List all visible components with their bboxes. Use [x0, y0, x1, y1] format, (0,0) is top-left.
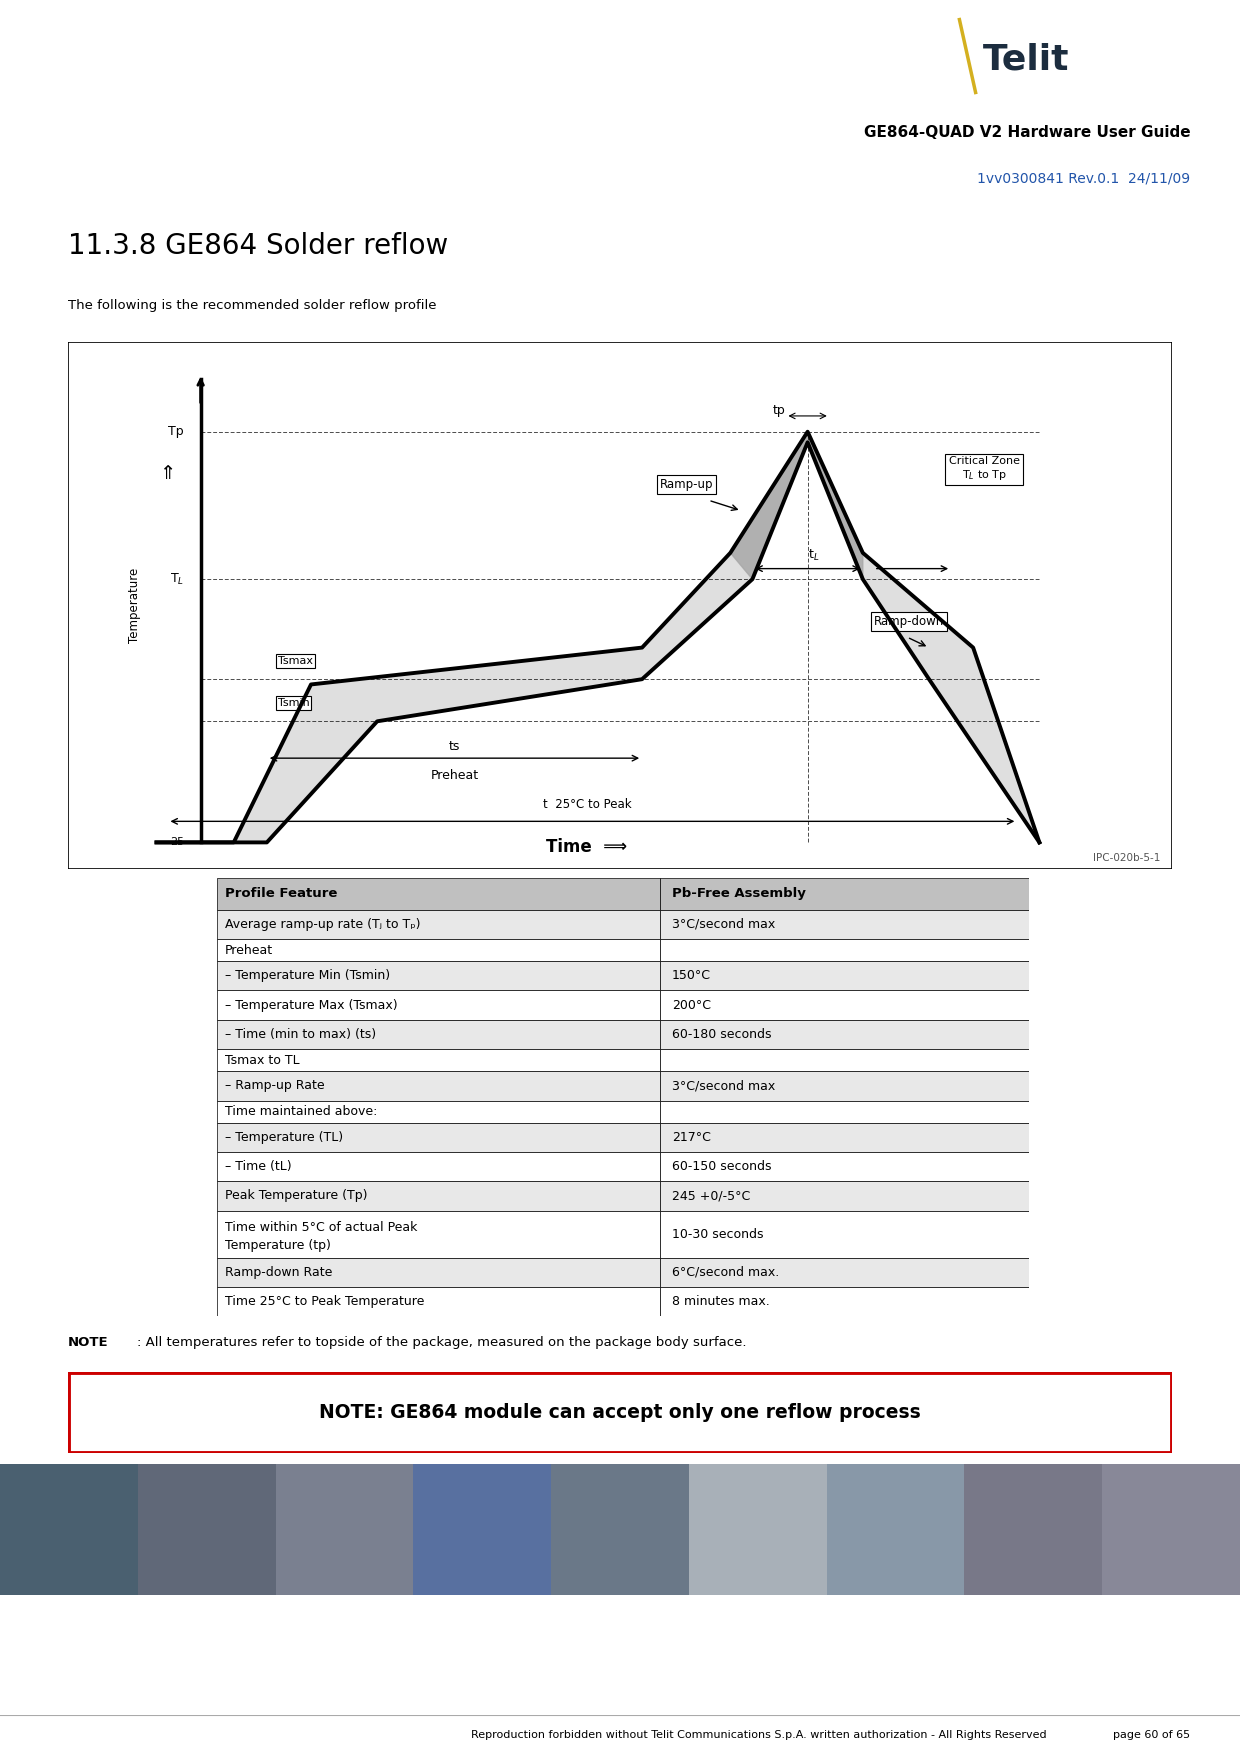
Text: Preheat: Preheat — [226, 944, 273, 956]
Text: Time within 5°C of actual Peak: Time within 5°C of actual Peak — [226, 1220, 418, 1234]
Bar — [0, 1464, 138, 1595]
Bar — [217, 878, 660, 909]
Text: The following is the recommended solder reflow profile: The following is the recommended solder … — [68, 298, 436, 312]
Text: 150°C: 150°C — [672, 969, 711, 983]
Bar — [217, 939, 660, 962]
Bar — [217, 1211, 660, 1258]
Bar — [660, 1100, 1029, 1123]
Text: solutions: solutions — [1121, 68, 1183, 82]
Text: Profile Feature: Profile Feature — [226, 886, 337, 900]
Bar — [660, 1049, 1029, 1071]
Text: IPC-020b-5-1: IPC-020b-5-1 — [1094, 853, 1161, 863]
Text: 3°C/second max: 3°C/second max — [672, 918, 775, 930]
Bar — [275, 1464, 413, 1595]
Bar — [660, 1020, 1029, 1049]
Text: Time  ⟹: Time ⟹ — [547, 837, 627, 856]
Text: 6°C/second max.: 6°C/second max. — [672, 1265, 779, 1279]
Bar — [217, 1020, 660, 1049]
Text: Ramp-down Rate: Ramp-down Rate — [226, 1265, 332, 1279]
Text: – Time (min to max) (ts): – Time (min to max) (ts) — [226, 1028, 376, 1041]
Bar — [660, 878, 1029, 909]
Text: 60-180 seconds: 60-180 seconds — [672, 1028, 771, 1041]
Text: t$_L$: t$_L$ — [807, 548, 818, 563]
Text: Temperature: Temperature — [128, 569, 141, 642]
Text: Preheat: Preheat — [430, 769, 479, 781]
Text: Temperature (tp): Temperature (tp) — [226, 1239, 331, 1253]
Bar — [217, 1181, 660, 1211]
Text: 200°C: 200°C — [672, 999, 711, 1011]
Bar — [217, 1151, 660, 1181]
Text: – Temperature Max (Tsmax): – Temperature Max (Tsmax) — [226, 999, 398, 1011]
Bar — [138, 1464, 275, 1595]
Text: 10-30 seconds: 10-30 seconds — [672, 1227, 764, 1241]
Text: Ramp-down: Ramp-down — [874, 614, 944, 628]
Text: 60-150 seconds: 60-150 seconds — [672, 1160, 771, 1172]
Text: Time maintained above:: Time maintained above: — [226, 1106, 377, 1118]
Bar — [660, 1258, 1029, 1286]
Bar — [660, 1123, 1029, 1151]
Text: GE864-QUAD V2 Hardware User Guide: GE864-QUAD V2 Hardware User Guide — [864, 125, 1190, 140]
Text: 217°C: 217°C — [672, 1130, 711, 1144]
Bar — [217, 990, 660, 1020]
Bar — [1102, 1464, 1240, 1595]
Bar — [660, 909, 1029, 939]
Polygon shape — [730, 432, 863, 579]
Text: ts: ts — [449, 741, 460, 753]
Text: NOTE: NOTE — [68, 1336, 109, 1350]
Bar — [660, 990, 1029, 1020]
Text: 11.3.8 GE864 Solder reflow: 11.3.8 GE864 Solder reflow — [68, 232, 449, 260]
Text: Time 25°C to Peak Temperature: Time 25°C to Peak Temperature — [226, 1295, 424, 1307]
Text: Tsmax: Tsmax — [278, 656, 312, 667]
Text: Ramp-up: Ramp-up — [660, 477, 713, 491]
Bar — [217, 1258, 660, 1286]
Bar — [217, 1100, 660, 1123]
Text: Tsmin: Tsmin — [278, 698, 310, 709]
Text: 1vv0300841 Rev.0.1  24/11/09: 1vv0300841 Rev.0.1 24/11/09 — [977, 172, 1190, 186]
Polygon shape — [156, 432, 1039, 842]
Text: Critical Zone
T$_L$ to Tp: Critical Zone T$_L$ to Tp — [949, 456, 1019, 481]
Bar — [660, 1151, 1029, 1181]
Text: 245 +0/-5°C: 245 +0/-5°C — [672, 1190, 750, 1202]
Bar — [660, 1211, 1029, 1258]
Bar — [660, 962, 1029, 990]
Text: tp: tp — [773, 404, 786, 418]
Bar — [660, 939, 1029, 962]
Bar — [965, 1464, 1102, 1595]
Text: wireless: wireless — [1121, 35, 1177, 49]
Text: – Ramp-up Rate: – Ramp-up Rate — [226, 1079, 325, 1092]
Text: Average ramp-up rate (Tⱼ to Tₚ): Average ramp-up rate (Tⱼ to Tₚ) — [226, 918, 420, 930]
Text: Reproduction forbidden without Telit Communications S.p.A. written authorization: Reproduction forbidden without Telit Com… — [471, 1730, 1047, 1739]
Bar — [551, 1464, 689, 1595]
Text: 25: 25 — [170, 837, 184, 848]
Text: Peak Temperature (Tp): Peak Temperature (Tp) — [226, 1190, 367, 1202]
Bar — [217, 1123, 660, 1151]
Bar — [660, 1071, 1029, 1100]
Bar — [217, 1071, 660, 1100]
Text: Tp: Tp — [169, 425, 184, 439]
Text: 3°C/second max: 3°C/second max — [672, 1079, 775, 1092]
Bar — [217, 962, 660, 990]
Text: page 60 of 65: page 60 of 65 — [1114, 1730, 1190, 1739]
Text: T$_L$: T$_L$ — [170, 572, 184, 586]
Bar — [217, 1049, 660, 1071]
Text: ⇑: ⇑ — [159, 465, 176, 483]
Bar — [660, 1286, 1029, 1316]
Text: Tsmax to TL: Tsmax to TL — [226, 1053, 300, 1067]
Text: – Temperature (TL): – Temperature (TL) — [226, 1130, 343, 1144]
Text: Pb-Free Assembly: Pb-Free Assembly — [672, 886, 806, 900]
Text: 8 minutes max.: 8 minutes max. — [672, 1295, 770, 1307]
Bar — [217, 909, 660, 939]
Text: t  25°C to Peak: t 25°C to Peak — [543, 799, 631, 811]
Text: – Temperature Min (Tsmin): – Temperature Min (Tsmin) — [226, 969, 391, 983]
Text: : All temperatures refer to topside of the package, measured on the package body: : All temperatures refer to topside of t… — [136, 1336, 746, 1350]
Text: – Time (tL): – Time (tL) — [226, 1160, 291, 1172]
Bar — [413, 1464, 551, 1595]
Text: NOTE: GE864 module can accept only one reflow process: NOTE: GE864 module can accept only one r… — [319, 1404, 921, 1422]
Bar — [827, 1464, 965, 1595]
Bar — [689, 1464, 827, 1595]
Bar — [217, 1286, 660, 1316]
Bar — [660, 1181, 1029, 1211]
Text: Telit: Telit — [983, 42, 1070, 77]
